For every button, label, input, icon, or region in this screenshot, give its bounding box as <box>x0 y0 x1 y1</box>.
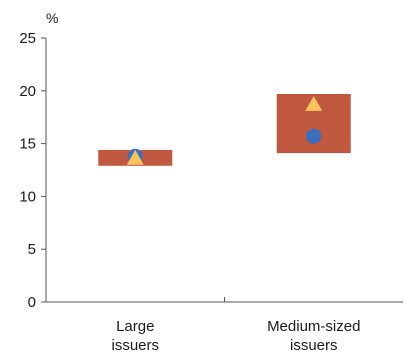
y-tick-label: 20 <box>19 83 36 100</box>
circle-marker <box>306 128 322 144</box>
y-tick-label: 10 <box>19 188 36 205</box>
category-label: issuers <box>290 337 338 354</box>
category-labels: Large issuers Medium-sized issuers <box>111 318 360 354</box>
category-label: Medium-sized <box>267 318 360 335</box>
y-unit-label: % <box>46 10 58 26</box>
category-label: Large <box>116 318 154 335</box>
category-label: issuers <box>111 337 159 354</box>
markers <box>126 96 323 165</box>
y-tick-label: 25 <box>19 30 36 47</box>
axes <box>41 37 403 303</box>
y-tick-label: 5 <box>28 241 36 258</box>
y-tick-label: 15 <box>19 136 36 153</box>
triangle-marker <box>305 96 323 111</box>
y-tick-label: 0 <box>28 294 36 311</box>
y-tick-labels: 0 5 10 15 20 25 <box>19 30 36 311</box>
triangle-marker <box>126 149 144 165</box>
